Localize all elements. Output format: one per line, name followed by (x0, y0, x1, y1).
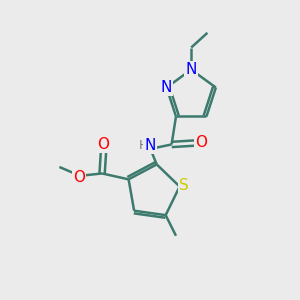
Text: N: N (145, 138, 156, 153)
Text: N: N (185, 62, 197, 77)
Text: S: S (179, 178, 189, 193)
Text: O: O (195, 136, 207, 151)
Text: O: O (73, 170, 85, 185)
Text: O: O (98, 136, 110, 152)
Text: H: H (139, 139, 148, 152)
Text: N: N (161, 80, 172, 95)
